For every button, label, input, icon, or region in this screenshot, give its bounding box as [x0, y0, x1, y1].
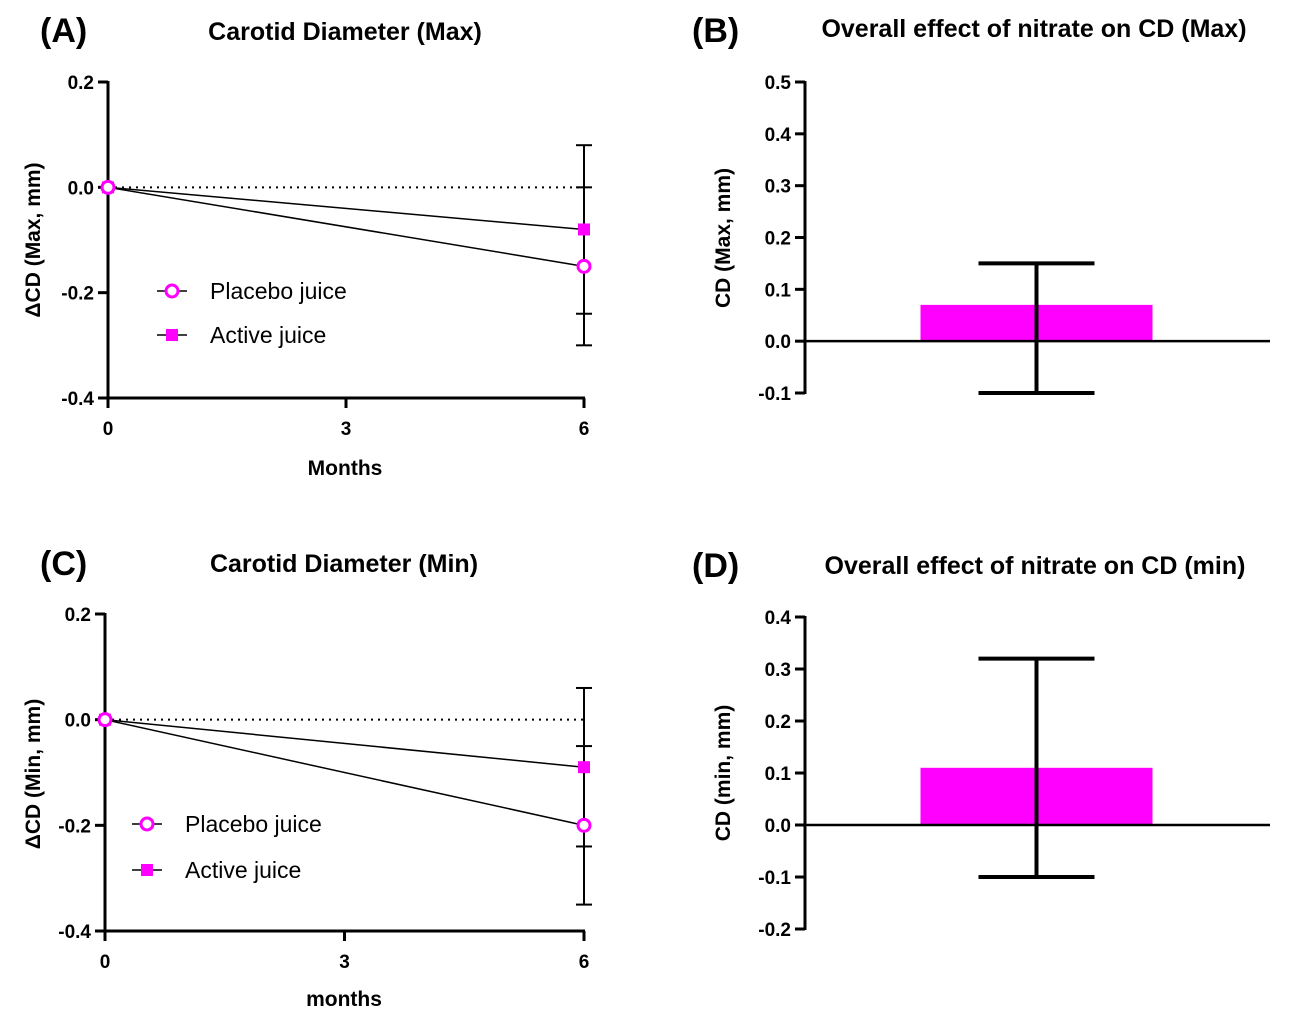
y-tick-label: -0.4: [61, 389, 94, 410]
y-tick-label: 0.0: [68, 178, 94, 199]
x-tick-label: 6: [579, 419, 590, 440]
data-point-placebo: [576, 258, 592, 274]
y-tick-label: 0.0: [65, 711, 91, 732]
panel-letter: (B): [692, 12, 739, 50]
y-axis-label: CD (min, mm): [712, 705, 735, 842]
legend-filled-square-marker: [166, 329, 178, 341]
chart-title: Overall effect of nitrate on CD (min): [825, 552, 1246, 580]
plot-area: 0.2 0.0 -0.2 -0.4 0 3 6: [58, 605, 592, 973]
panel-letter: (D): [692, 547, 739, 585]
series-line: [107, 186, 585, 231]
y-tick-label: -0.1: [758, 868, 791, 889]
y-axis-label: CD (Max, mm): [712, 168, 735, 308]
chart-title: Overall effect of nitrate on CD (Max): [821, 15, 1246, 43]
y-tick-label: 0.2: [65, 605, 91, 626]
legend: Placebo juice Active juice: [157, 278, 347, 348]
y-tick-label: 0.4: [765, 125, 792, 146]
legend-label: Active juice: [210, 322, 326, 348]
y-tick-label: 0.2: [765, 712, 791, 733]
y-tick-label: 0.2: [765, 229, 791, 250]
y-tick-label: -0.2: [758, 920, 791, 941]
y-tick-label: -0.1: [758, 384, 791, 405]
y-axis-label: ΔCD (Min, mm): [22, 699, 45, 849]
y-tick-label: 0.1: [765, 764, 792, 785]
chart-title: Carotid Diameter (Min): [210, 550, 478, 578]
y-tick-label: 0.3: [765, 660, 791, 681]
data-point-placebo: [100, 179, 116, 195]
panel-letter: (A): [40, 12, 87, 50]
legend-open-circle-marker: [164, 283, 180, 299]
panel-c: (C) Carotid Diameter (Min) ΔCD (Min, mm)…: [22, 545, 592, 1011]
plot-area: 0.2 0.0 -0.2 -0.4 0 3 6: [61, 73, 592, 440]
legend-label: Placebo juice: [210, 278, 347, 304]
legend-item-placebo: Placebo juice: [157, 278, 347, 304]
x-tick-label: 6: [579, 952, 590, 973]
panel-letter: (C): [40, 545, 87, 583]
data-point-placebo: [576, 817, 592, 833]
y-tick-label: 0.4: [765, 608, 792, 629]
legend-item-active: Active juice: [157, 322, 326, 348]
plot-area: 0.4 0.3 0.2 0.1 0.0 -0.1 -0.2: [758, 608, 1270, 941]
y-tick-label: 0.0: [765, 816, 791, 837]
legend-label: Active juice: [185, 857, 301, 883]
panel-b: (B) Overall effect of nitrate on CD (Max…: [692, 12, 1270, 405]
x-axis-label: months: [306, 988, 382, 1011]
y-tick-label: 0.0: [765, 332, 791, 353]
x-tick-label: 3: [341, 419, 352, 440]
legend-label: Placebo juice: [185, 811, 322, 837]
y-tick-label: 0.1: [765, 280, 792, 301]
data-point-active: [578, 223, 590, 236]
panel-d: (D) Overall effect of nitrate on CD (min…: [692, 547, 1270, 941]
x-tick-label: 0: [103, 419, 114, 440]
data-point-active: [578, 761, 590, 774]
y-tick-label: 0.2: [68, 73, 94, 94]
panel-a: (A) Carotid Diameter (Max) ΔCD (Max, mm)…: [22, 12, 592, 480]
x-tick-label: 0: [100, 952, 111, 973]
series-line: [104, 718, 585, 827]
y-axis-label: ΔCD (Max, mm): [22, 162, 45, 317]
x-axis-label: Months: [308, 457, 383, 480]
y-tick-label: 0.3: [765, 177, 791, 198]
legend: Placebo juice Active juice: [132, 811, 322, 883]
legend-open-circle-marker: [139, 816, 155, 832]
chart-title: Carotid Diameter (Max): [208, 18, 482, 46]
plot-area: 0.5 0.4 0.3 0.2 0.1 0.0 -0.1: [758, 73, 1270, 405]
legend-item-active: Active juice: [132, 857, 301, 883]
y-tick-label: -0.2: [61, 284, 94, 305]
y-tick-label: -0.2: [58, 816, 91, 837]
y-tick-label: -0.4: [58, 922, 91, 943]
x-tick-label: 3: [339, 952, 350, 973]
legend-filled-square-marker: [141, 864, 153, 876]
data-point-placebo: [97, 712, 113, 728]
legend-item-placebo: Placebo juice: [132, 811, 322, 837]
series-line: [107, 186, 585, 268]
y-tick-label: 0.5: [765, 73, 792, 94]
series-line: [104, 718, 585, 768]
